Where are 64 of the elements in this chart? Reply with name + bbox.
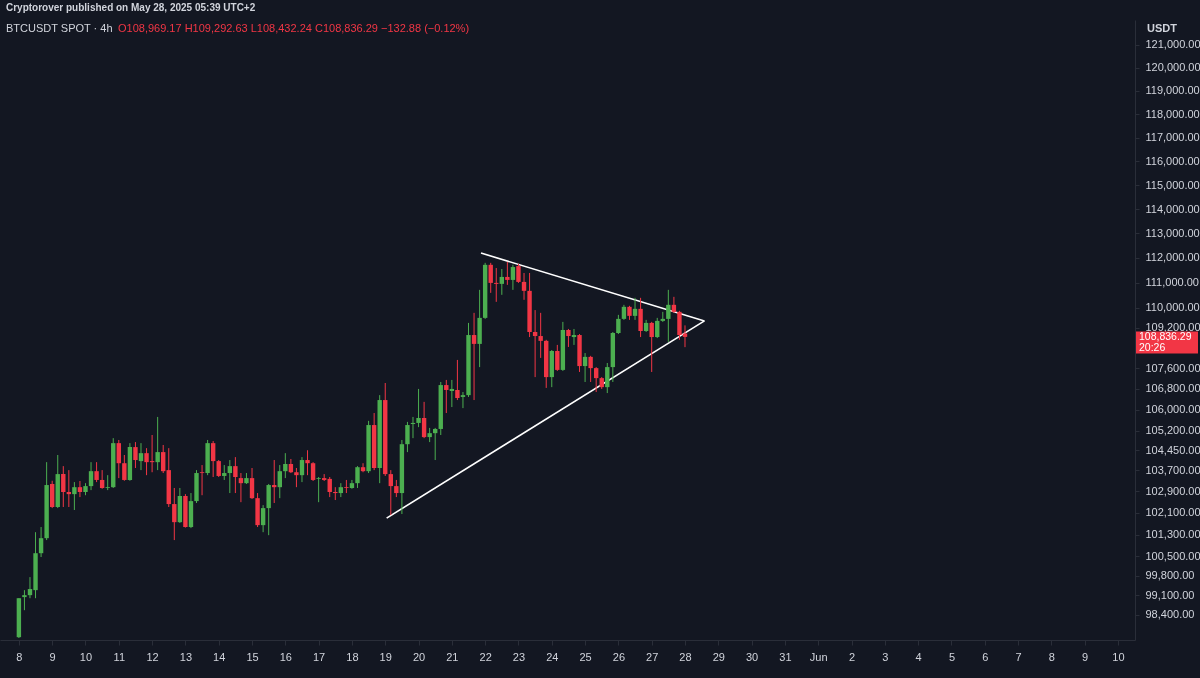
y-tick-label: 115,000.00 <box>1145 178 1200 191</box>
x-tick-label: 15 <box>246 650 259 663</box>
y-tick-label: 103,700.00 <box>1145 463 1200 476</box>
x-tick-label: Jun <box>809 650 828 663</box>
y-tick-label: 101,300.00 <box>1145 528 1200 541</box>
y-tick-label: 119,000.00 <box>1145 84 1200 97</box>
x-tick-label: 29 <box>712 650 725 663</box>
chart-subtitle: O108,969.17 H109,292.63 L108,432.24 C108,836.29 −132.88 (−0.12%) <box>118 22 470 34</box>
x-tick-label: 13 <box>179 650 193 663</box>
y-tick-label: 106,000.00 <box>1145 403 1200 416</box>
x-tick-label: 24 <box>546 650 559 663</box>
x-tick-label: 18 <box>346 650 359 663</box>
x-tick-label: 11 <box>113 650 126 663</box>
y-tick-label: 116,000.00 <box>1145 154 1200 167</box>
text: Cryptorover published on May 28, 2025 05:39 UTC+2 <box>6 2 256 13</box>
y-tick-label: 99,800.00 <box>1145 569 1195 582</box>
x-tick-label: 30 <box>745 650 759 663</box>
x-tick-label: 17 <box>313 650 326 663</box>
x-tick-label: 10 <box>1112 650 1125 663</box>
x-tick-label: 28 <box>679 650 692 663</box>
y-tick-label: 117,000.00 <box>1145 131 1200 144</box>
x-tick-label: 14 <box>213 650 226 663</box>
chart-title: BTCUSDT SPOT · 4h <box>6 22 113 34</box>
y-axis-title: USDT <box>1147 22 1178 34</box>
y-tick-label: 98,400.00 <box>1145 608 1195 621</box>
y-tick-label: 107,600.00 <box>1145 361 1200 374</box>
x-tick-label: 2 <box>848 650 856 663</box>
y-tick-label: 118,000.00 <box>1145 107 1200 120</box>
y-tick-label: 105,200.00 <box>1145 424 1200 437</box>
x-tick-label: 9 <box>49 650 56 663</box>
y-tick-label: 121,000.00 <box>1145 38 1200 51</box>
y-tick-label: 113,000.00 <box>1145 226 1200 239</box>
x-tick-label: 7 <box>1015 650 1022 663</box>
x-tick-label: 9 <box>1082 650 1089 663</box>
x-tick-label: 10 <box>79 650 93 663</box>
x-tick-label: 3 <box>882 650 889 663</box>
x-tick-label: 5 <box>948 650 956 663</box>
x-tick-label: 23 <box>512 650 526 663</box>
x-tick-label: 31 <box>779 650 792 663</box>
y-tick-label: 110,000.00 <box>1145 301 1200 314</box>
x-tick-label: 25 <box>579 650 592 663</box>
x-tick-label: 4 <box>915 650 922 663</box>
y-tick-label: 102,100.00 <box>1145 506 1200 519</box>
x-tick-label: 8 <box>1048 650 1055 663</box>
x-tick-label: 21 <box>446 650 459 663</box>
x-tick-label: 16 <box>279 650 292 663</box>
y-tick-label: 100,500.00 <box>1145 549 1200 562</box>
y-tick-label: 120,000.00 <box>1145 61 1200 74</box>
y-tick-label: 111,000.00 <box>1145 276 1199 289</box>
y-tick-label: 106,800.00 <box>1145 382 1200 395</box>
x-tick-label: 22 <box>479 650 492 663</box>
x-tick-label: 6 <box>982 650 989 663</box>
y-tick-label: 102,900.00 <box>1145 484 1200 497</box>
x-tick-label: 26 <box>612 650 626 663</box>
x-tick-label: 20 <box>412 650 426 663</box>
x-tick-label: 8 <box>16 650 23 663</box>
x-tick-label: 19 <box>379 650 392 663</box>
y-tick-label: 104,450.00 <box>1145 443 1200 456</box>
x-tick-label: 12 <box>146 650 159 663</box>
y-tick-label: 112,000.00 <box>1145 251 1200 264</box>
y-tick-label: 99,100.00 <box>1145 588 1195 601</box>
y-tick-label: 114,000.00 <box>1145 202 1200 215</box>
x-tick-label: 27 <box>646 650 659 663</box>
text: 20:26 <box>1139 340 1166 353</box>
